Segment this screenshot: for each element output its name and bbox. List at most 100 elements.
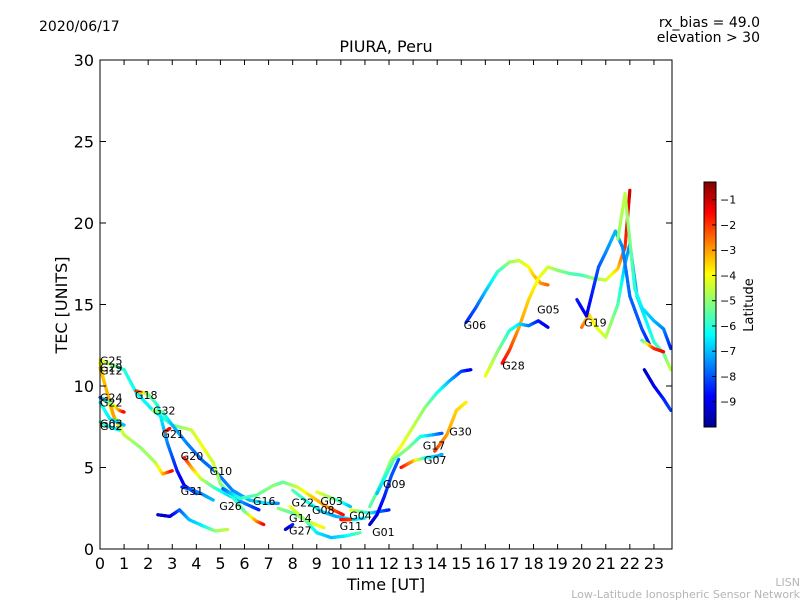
satellite-label: G24 (100, 391, 123, 404)
satellite-track (156, 508, 230, 533)
x-tick-label: 17 (499, 554, 519, 573)
satellite-label: G17 (423, 439, 446, 452)
colorbar (703, 181, 717, 428)
date-label: 2020/06/17 (39, 19, 120, 35)
x-axis-label: Time [UT] (346, 575, 425, 594)
satellite-track (368, 457, 401, 527)
colorbar-tick-label: −4 (720, 269, 736, 282)
satellite-label: G22 (100, 396, 123, 409)
credit-short: LISN (775, 576, 800, 589)
y-tick-label: 10 (74, 377, 94, 396)
track-segment (121, 422, 126, 427)
x-tick-label: 2 (143, 554, 153, 573)
y-axis-label: TEC [UNITS] (52, 257, 71, 355)
satellite-track (575, 229, 651, 346)
colorbar-tick-label: −1 (720, 194, 736, 207)
satellite-track (433, 400, 468, 453)
satellite-label: G26 (219, 500, 242, 513)
track-segment (668, 366, 673, 372)
satellite-label: G16 (253, 495, 276, 508)
x-tick-label: 4 (191, 554, 201, 573)
x-tick-label: 9 (312, 554, 322, 573)
satellite-track (180, 485, 215, 502)
satellite-track (640, 338, 666, 354)
y-tick-label: 25 (74, 133, 94, 152)
track-segment (119, 423, 124, 429)
satellite-label: G07 (424, 454, 447, 467)
satellite-label: G32 (153, 404, 176, 417)
x-tick-label: 22 (620, 554, 640, 573)
colorbar-label: Latitude (742, 278, 757, 332)
satellite-track (98, 400, 126, 427)
colorbar-tick-label: −5 (720, 295, 736, 308)
satellite-track (283, 522, 295, 532)
track-segment (545, 325, 550, 329)
x-tick-label: 13 (403, 554, 423, 573)
plot-marks (98, 188, 673, 540)
satellite-label: G04 (349, 510, 372, 523)
x-tick-label: 15 (451, 554, 471, 573)
satellite-track (348, 508, 391, 515)
satellite-track (464, 258, 550, 325)
x-tick-label: 1 (119, 554, 129, 573)
satellite-label: G20 (181, 450, 204, 463)
colorbar-tick-label: −7 (720, 345, 736, 358)
satellite-label: G08 (312, 504, 335, 517)
satellite-label: G03 (320, 495, 343, 508)
chart-title: PIURA, Peru (339, 37, 432, 56)
track-segment (339, 512, 345, 517)
x-tick-label: 11 (355, 554, 375, 573)
satellite-label: G02 (100, 420, 123, 433)
satellite-label: G11 (340, 520, 363, 533)
track-segment (396, 457, 401, 463)
x-tick-label: 12 (379, 554, 399, 573)
track-segment (255, 507, 261, 512)
satellite-track (483, 319, 550, 378)
satellite-track (182, 456, 261, 512)
colorbar-ticks: −1 −2 −3 −4 −5 −6 −7 −8 −9 (712, 194, 736, 409)
colorbar-tick-label: −8 (720, 370, 736, 383)
track-segment (463, 400, 468, 405)
satellite-track (98, 395, 126, 414)
satellite-label: G22 (291, 497, 314, 510)
y-tick-label: 0 (84, 540, 94, 559)
satellite-track (221, 480, 345, 517)
satellite-track (642, 368, 673, 413)
track-segment (210, 497, 215, 502)
satellite-track (98, 358, 215, 465)
y-tick-label: 20 (74, 214, 94, 233)
satellite-label: G05 (537, 303, 560, 316)
colorbar-tick-label: −6 (720, 320, 736, 333)
satellite-label: G30 (449, 426, 472, 439)
satellite-label: G06 (464, 319, 487, 332)
x-tick-label: 14 (427, 554, 447, 573)
satellite-label: G09 (383, 478, 406, 491)
x-tick-label: 5 (215, 554, 225, 573)
satellite-label: G25 (100, 355, 123, 368)
x-tick-label: 3 (167, 554, 177, 573)
satellite-track (500, 188, 632, 365)
colorbar-tick-label: −9 (720, 396, 736, 409)
track-segment (668, 344, 673, 351)
x-tick-label: 21 (596, 554, 616, 573)
satellite-label: G12 (100, 365, 123, 378)
satellite-track (399, 452, 444, 470)
satellite-label: G10 (210, 465, 233, 478)
satellite-label: G29 (100, 361, 123, 374)
satellite-label: G14 (289, 512, 312, 525)
satellite-track (616, 192, 673, 351)
satellite-label: G21 (161, 428, 184, 441)
x-tick-label: 10 (331, 554, 351, 573)
satellite-track (163, 426, 172, 434)
colorbar-tick-label: −3 (720, 244, 736, 257)
x-tick-label: 18 (523, 554, 543, 573)
satellite-track (151, 408, 280, 505)
x-tick-label: 8 (288, 554, 298, 573)
y-tick-label: 30 (74, 51, 94, 70)
satellite-label: G27 (289, 524, 312, 537)
x-tick-label: 16 (475, 554, 495, 573)
elevation-label: elevation > 30 (657, 30, 760, 46)
y-tick-label: 15 (74, 296, 94, 315)
credit-full: Low-Latitude Ionospheric Sensor Network (571, 588, 800, 600)
